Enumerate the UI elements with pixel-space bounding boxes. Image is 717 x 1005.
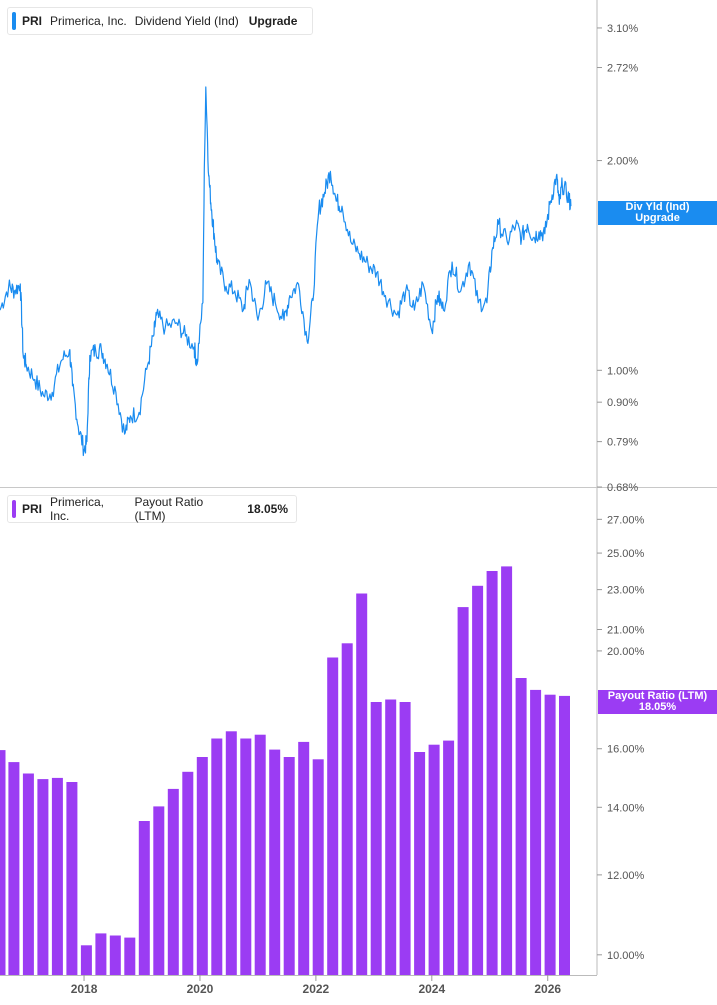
x-tick-label: 2022	[303, 982, 330, 996]
legend-value[interactable]: Upgrade	[248, 14, 298, 28]
payout-ratio-bar	[327, 657, 339, 975]
x-tick-label: 2018	[71, 982, 98, 996]
payout-ratio-bar	[515, 678, 527, 975]
payout-ratio-bar	[501, 566, 513, 975]
payout-ratio-bar	[153, 806, 165, 975]
payout-ratio-bar	[225, 731, 237, 975]
payout-ratio-bar	[240, 738, 252, 975]
legend-metric: Dividend Yield (Ind)	[134, 14, 239, 28]
payout-ratio-bar	[457, 607, 469, 975]
payout-ratio-bar	[341, 643, 353, 975]
y-tick-label: 10.00%	[607, 950, 645, 962]
y-tick-label: 2.72%	[607, 63, 638, 75]
payout-ratio-bar	[109, 935, 121, 975]
dividend-yield-legend-swatch	[12, 12, 16, 30]
payout-ratio-bar	[22, 773, 34, 975]
payout-ratio-bar	[254, 734, 266, 975]
y-tick-label: 20.00%	[607, 646, 645, 658]
payout-ratio-bar	[196, 757, 208, 975]
payout-ratio-legend-swatch	[12, 500, 16, 518]
payout-ratio-bar	[80, 945, 92, 975]
payout-ratio-bar	[312, 759, 324, 975]
payout-ratio-bar	[414, 752, 426, 975]
payout-ratio-bar	[211, 738, 223, 975]
y-tick-label: 3.10%	[607, 23, 638, 35]
payout-ratio-bar	[486, 571, 498, 975]
y-tick-label: 12.00%	[607, 870, 645, 882]
tag-label: Div Yld (Ind)	[625, 201, 690, 213]
payout-ratio-bar	[182, 771, 194, 975]
payout-ratio-bar	[124, 937, 136, 975]
y-tick-label: 25.00%	[607, 548, 645, 560]
payout-ratio-bar	[51, 777, 63, 975]
payout-ratio-bar	[95, 933, 107, 975]
y-tick-label: 2.00%	[607, 156, 638, 168]
payout-ratio-bar	[472, 585, 484, 975]
y-tick-label: 0.79%	[607, 437, 638, 449]
tag-value: 18.05%	[638, 701, 677, 713]
y-tick-label: 21.00%	[607, 625, 645, 637]
y-tick-label: 0.68%	[607, 482, 638, 494]
payout-ratio-bar	[428, 744, 440, 975]
tag-label: Payout Ratio (LTM)	[607, 690, 708, 702]
payout-ratio-bar	[138, 821, 150, 975]
legend-symbol: PRI	[21, 502, 42, 516]
payout-ratio-bar	[399, 702, 411, 975]
y-tick-label: 14.00%	[607, 802, 645, 814]
dividend-yield-value-tag: Div Yld (Ind) Upgrade	[598, 201, 717, 225]
tag-value: Upgrade	[635, 212, 680, 224]
payout-ratio-bar	[283, 757, 295, 975]
payout-ratio-bar	[8, 762, 20, 975]
payout-ratio-bar	[37, 779, 49, 975]
y-tick-label: 0.90%	[607, 397, 638, 409]
y-tick-label: 23.00%	[607, 585, 645, 597]
dividend-yield-line	[0, 86, 572, 457]
payout-ratio-bar	[269, 749, 281, 975]
payout-ratio-bar	[0, 750, 6, 975]
dividend-yield-legend[interactable]: PRI Primerica, Inc. Dividend Yield (Ind)…	[7, 7, 313, 35]
payout-ratio-legend[interactable]: PRI Primerica, Inc. Payout Ratio (LTM) 1…	[7, 495, 297, 523]
payout-ratio-bar	[559, 695, 570, 975]
payout-ratio-bar	[544, 694, 556, 975]
x-tick-label: 2026	[534, 982, 561, 996]
payout-ratio-bar	[167, 788, 179, 975]
payout-ratio-bar	[385, 699, 397, 975]
payout-ratio-bar	[530, 689, 542, 975]
y-tick-label: 27.00%	[607, 514, 645, 526]
legend-metric: Payout Ratio (LTM)	[134, 495, 204, 523]
payout-ratio-bar	[66, 782, 78, 975]
y-tick-label: 1.00%	[607, 365, 638, 377]
payout-ratio-bar	[356, 593, 368, 975]
payout-ratio-bar	[298, 741, 310, 975]
y-tick-label: 16.00%	[607, 744, 645, 756]
x-tick-label: 2024	[418, 982, 445, 996]
legend-value: 18.05%	[247, 502, 288, 516]
payout-ratio-value-tag: Payout Ratio (LTM) 18.05%	[598, 690, 717, 714]
payout-ratio-bar	[443, 740, 455, 975]
legend-company: Primerica, Inc.	[50, 495, 105, 523]
legend-symbol: PRI	[22, 14, 43, 28]
legend-company: Primerica, Inc.	[50, 14, 127, 28]
x-tick-label: 2020	[187, 982, 214, 996]
payout-ratio-bar	[370, 702, 382, 975]
